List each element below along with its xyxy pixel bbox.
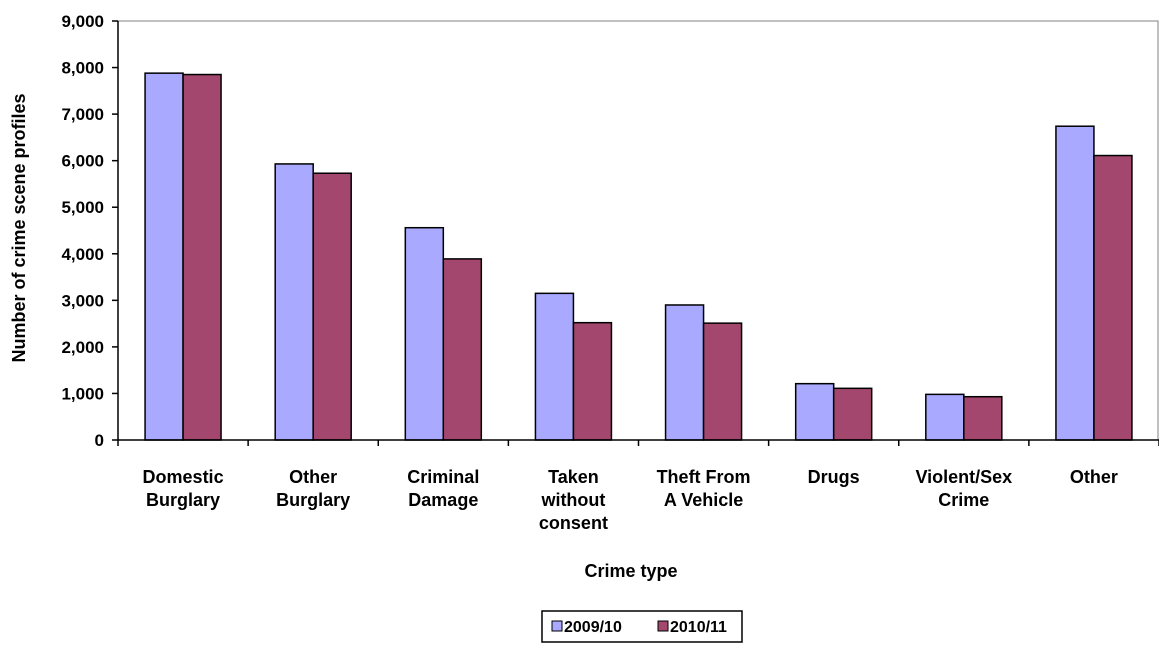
category-label-line: Taken [548, 467, 599, 487]
category-label-line: without [540, 490, 605, 510]
y-tick-label: 7,000 [61, 105, 104, 124]
legend-swatch [657, 620, 669, 632]
bars [144, 72, 1133, 441]
category-label-line: Crime [938, 490, 989, 510]
category-label-line: Other [1070, 467, 1118, 487]
y-tick-labels: 0 1,000 2,000 3,000 4,000 5,000 6,000 7,000 8,00… [61, 12, 104, 450]
bar [963, 395, 1003, 441]
axes [112, 20, 1159, 446]
category-label-line: Theft From [657, 467, 751, 487]
bar [534, 292, 575, 441]
y-tick-label: 4,000 [61, 245, 104, 264]
category-label: Drugs [808, 467, 860, 487]
bar [925, 393, 965, 441]
y-tick-label: 0 [95, 431, 104, 450]
legend-box [541, 610, 743, 643]
bar [274, 163, 314, 441]
category-labels: Domestic Burglary Other Burglary Criminal Dam… [143, 467, 1118, 533]
category-label-line: Violent/Sex [915, 467, 1012, 487]
category-label-line: Burglary [276, 490, 350, 510]
legend-label: 2009/10 [564, 619, 622, 636]
category-label: Theft From A Vehicle [657, 467, 751, 510]
category-label-line: Criminal [407, 467, 479, 487]
category-label-line: consent [539, 513, 608, 533]
y-tick-label: 8,000 [61, 59, 104, 78]
legend-swatch [551, 620, 563, 632]
legend: 2009/10 2010/11 [541, 610, 743, 643]
category-label: Criminal Damage [407, 467, 479, 510]
x-axis-title: Crime type [584, 561, 677, 581]
bar [1055, 125, 1095, 441]
bar [572, 321, 613, 441]
legend-label: 2010/11 [670, 619, 727, 636]
category-label-line: Other [289, 467, 337, 487]
bar [404, 226, 445, 441]
category-label-line: A Vehicle [664, 490, 743, 510]
y-tick-label: 1,000 [61, 384, 104, 403]
category-label-line: Drugs [808, 467, 860, 487]
y-tick-label: 5,000 [61, 198, 104, 217]
plot-area [117, 20, 1159, 441]
bar [312, 172, 352, 441]
bar [794, 382, 835, 441]
category-label: Other [1070, 467, 1118, 487]
y-tick-label: 6,000 [61, 152, 104, 171]
category-label-line: Burglary [146, 490, 220, 510]
y-tick-label: 3,000 [61, 291, 104, 310]
bar [702, 322, 743, 441]
category-label: Other Burglary [276, 467, 350, 510]
category-label-line: Damage [408, 490, 478, 510]
y-axis-title: Number of crime scene profiles [9, 93, 29, 362]
bar [832, 387, 873, 441]
y-tick-label: 2,000 [61, 338, 104, 357]
category-label: Taken without consent [539, 467, 608, 533]
bar [442, 258, 483, 441]
category-label: Domestic Burglary [143, 467, 224, 510]
bar [664, 304, 705, 441]
bar [182, 73, 222, 441]
bar [1093, 154, 1133, 441]
plot-border [117, 20, 1159, 441]
y-tick-label: 9,000 [61, 12, 104, 31]
category-label: Violent/Sex Crime [915, 467, 1012, 510]
bar [144, 72, 184, 441]
category-label-line: Domestic [143, 467, 224, 487]
